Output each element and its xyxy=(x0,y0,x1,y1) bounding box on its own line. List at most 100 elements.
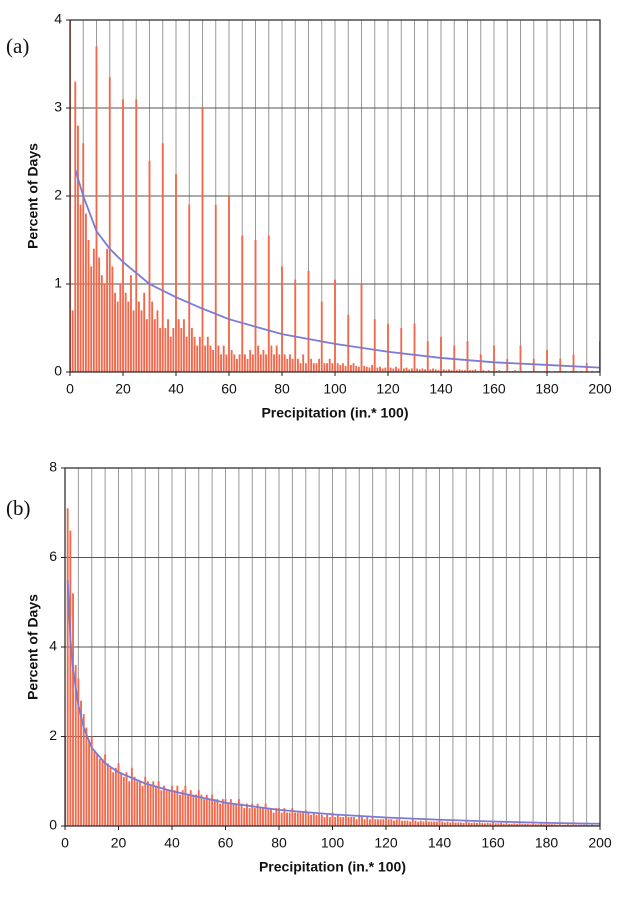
bar xyxy=(493,345,495,372)
x-tick-label: 120 xyxy=(376,381,400,397)
bar xyxy=(591,824,593,826)
bar xyxy=(122,776,125,826)
bar xyxy=(188,204,191,372)
bar xyxy=(524,823,527,826)
bar xyxy=(283,354,286,372)
y-tick-label: 2 xyxy=(49,727,57,743)
bar xyxy=(141,785,144,826)
bar xyxy=(283,808,286,826)
bar xyxy=(574,824,577,826)
bar xyxy=(108,77,111,372)
x-tick-label: 200 xyxy=(588,835,612,851)
bar xyxy=(153,319,156,372)
bar xyxy=(461,370,464,372)
bar xyxy=(184,785,187,826)
bar xyxy=(168,790,171,826)
panel-label: (a) xyxy=(6,34,29,58)
bar xyxy=(145,319,148,372)
bar xyxy=(232,803,235,826)
bar xyxy=(235,803,238,826)
bar xyxy=(450,370,453,372)
bar xyxy=(289,354,291,372)
bar xyxy=(281,266,283,372)
bar xyxy=(302,354,305,372)
bar xyxy=(320,814,323,826)
bar xyxy=(418,369,421,372)
bar xyxy=(236,358,238,372)
bar xyxy=(566,824,569,826)
bar xyxy=(171,785,173,826)
bar xyxy=(144,776,147,826)
bar xyxy=(216,799,219,826)
bar xyxy=(585,824,588,826)
bar xyxy=(165,790,168,826)
bar xyxy=(146,781,149,826)
bar xyxy=(521,823,524,826)
bar xyxy=(240,803,243,826)
bar xyxy=(339,364,342,372)
bar xyxy=(177,319,180,372)
x-tick-label: 20 xyxy=(115,381,131,397)
bar xyxy=(137,301,140,372)
bar xyxy=(389,367,392,372)
bar xyxy=(185,336,188,372)
bar xyxy=(180,328,183,372)
bar xyxy=(369,819,371,826)
x-tick-label: 80 xyxy=(274,381,290,397)
x-tick-label: 60 xyxy=(221,381,237,397)
bar xyxy=(318,812,321,826)
bar xyxy=(265,354,268,372)
bar xyxy=(192,794,195,826)
bar xyxy=(203,799,206,826)
bar xyxy=(204,345,207,372)
bar xyxy=(80,700,82,826)
x-tick-label: 140 xyxy=(429,381,453,397)
bar xyxy=(366,817,369,826)
bar xyxy=(257,345,260,372)
bar xyxy=(347,314,350,372)
bar xyxy=(569,824,572,826)
bar xyxy=(534,824,537,826)
bar xyxy=(241,235,244,372)
x-tick-label: 100 xyxy=(323,381,347,397)
bar xyxy=(448,369,450,372)
bar xyxy=(397,368,400,372)
bar xyxy=(365,366,368,372)
bar xyxy=(400,328,403,372)
bar xyxy=(352,817,355,826)
bar xyxy=(379,366,381,372)
bar xyxy=(427,821,430,826)
bar xyxy=(74,664,77,826)
bar xyxy=(502,823,505,826)
bar xyxy=(100,275,103,372)
bar xyxy=(87,240,90,372)
y-tick-label: 0 xyxy=(49,817,57,833)
bar xyxy=(437,370,440,372)
bar xyxy=(299,363,302,372)
bar xyxy=(433,821,436,826)
bar xyxy=(506,358,509,372)
bar xyxy=(310,358,313,372)
bar xyxy=(196,345,199,372)
bar xyxy=(254,240,257,372)
bar xyxy=(349,364,352,372)
bar xyxy=(441,821,444,826)
bar xyxy=(294,279,297,372)
bar xyxy=(445,370,448,372)
bar xyxy=(410,368,413,372)
bar xyxy=(377,819,379,826)
bar xyxy=(151,301,154,372)
bar xyxy=(413,323,416,372)
bar xyxy=(402,368,405,372)
bar xyxy=(206,336,209,372)
bar xyxy=(92,248,95,372)
bar xyxy=(310,814,313,826)
bar xyxy=(288,812,291,826)
x-tick-label: 160 xyxy=(481,835,505,851)
bar xyxy=(516,823,519,826)
bar xyxy=(508,823,510,826)
bar xyxy=(395,366,397,372)
bar xyxy=(71,310,74,372)
bar xyxy=(422,821,425,826)
bar xyxy=(429,369,432,372)
